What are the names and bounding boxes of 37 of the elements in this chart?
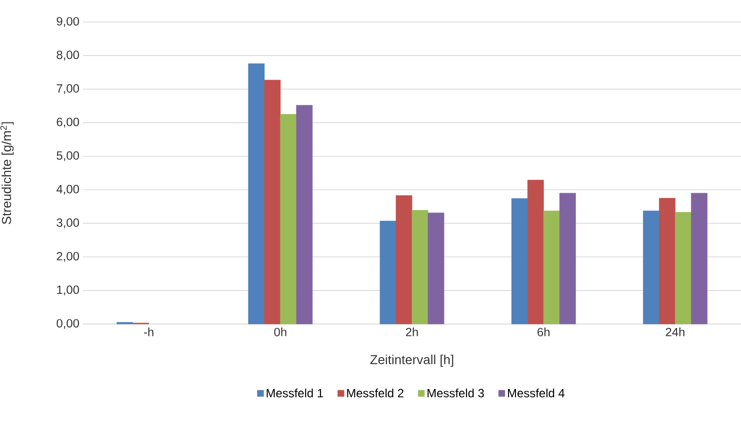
y-axis-title: Streudichte [g/m$^{2}$] <box>0 122 14 224</box>
y-tick-label: 6,00 <box>56 118 80 128</box>
legend-label: Messfeld 3 <box>428 388 484 398</box>
bar <box>511 198 528 324</box>
bar <box>380 220 396 324</box>
bar <box>527 180 544 324</box>
y-tick-label: 2,00 <box>56 252 80 262</box>
y-tick-label: 1,00 <box>57 286 80 296</box>
y-tick-label: 0,00 <box>56 319 80 329</box>
bar <box>396 195 412 324</box>
x-tick-label: 2h <box>406 328 418 336</box>
bar <box>675 212 692 324</box>
bar <box>280 114 297 324</box>
x-tick-label: -h <box>144 328 154 336</box>
bar <box>659 198 676 324</box>
bar <box>264 80 281 324</box>
legend-label: Messfeld 4 <box>508 388 564 398</box>
legend-label: Messfeld 2 <box>347 388 404 398</box>
bar <box>559 192 576 324</box>
x-tick-label: 24h <box>666 328 684 336</box>
x-tick-label: 6h <box>538 328 550 336</box>
bar <box>412 210 428 324</box>
legend-label: Messfeld 1 <box>266 388 323 398</box>
bar <box>643 210 660 324</box>
y-tick-label: 3,00 <box>56 218 80 228</box>
y-tick-label: 9,00 <box>56 17 80 27</box>
bar <box>248 63 265 324</box>
bar <box>296 105 313 324</box>
bar <box>691 192 708 324</box>
bar <box>428 212 444 324</box>
y-tick-label: 5,00 <box>56 151 80 162</box>
bar <box>543 210 560 324</box>
y-tick-label: 4,00 <box>56 184 80 195</box>
x-axis-title: Zeitintervall [h] <box>370 354 454 367</box>
y-tick-label: 7,00 <box>56 84 80 94</box>
x-tick-label: 0h <box>274 328 286 336</box>
y-tick-label: 8,00 <box>56 50 80 60</box>
